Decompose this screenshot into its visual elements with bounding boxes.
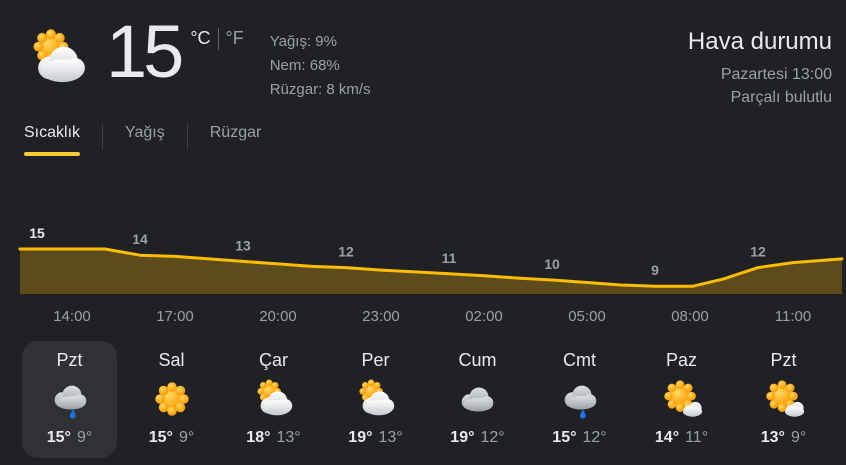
sunny-icon — [149, 376, 195, 422]
partly-cloudy-icon — [24, 24, 92, 92]
widget-header: Hava durumu Pazartesi 13:00 Parçalı bulu… — [688, 20, 832, 108]
day-name: Pzt — [770, 350, 797, 370]
day-cell-4[interactable]: Cum 19° 12° — [430, 341, 525, 458]
chart-time-label: 02:00 — [465, 308, 503, 325]
chart-value-label: 11 — [442, 250, 457, 266]
day-cell-1[interactable]: Sal 15° 9° — [124, 341, 219, 458]
chart-time-label: 14:00 — [53, 308, 91, 325]
chart-value-label: 14 — [132, 231, 148, 247]
chart-time-label: 08:00 — [671, 308, 709, 325]
chart-time-label: 23:00 — [362, 308, 400, 325]
chart-value-label: 9 — [651, 262, 659, 278]
low-temp: 12° — [480, 429, 505, 446]
low-temp: 13° — [378, 429, 403, 446]
high-temp: 14° — [654, 429, 680, 446]
rain-icon — [47, 376, 93, 422]
unit-divider — [217, 28, 219, 50]
day-name: Çar — [258, 350, 288, 370]
chart-time-label: 20:00 — [259, 308, 297, 325]
day-name: Paz — [665, 350, 698, 370]
chart-time-label: 05:00 — [568, 308, 606, 325]
current-temperature: 15 — [106, 10, 184, 93]
active-tab-underline — [24, 152, 81, 156]
rain-icon — [557, 376, 603, 422]
temperature-line — [18, 247, 844, 288]
day-name: Per — [361, 350, 390, 370]
partly-cloudy-icon — [251, 376, 297, 422]
chart-value-label: 10 — [544, 256, 560, 272]
current-condition: Parçalı bulutlu — [730, 89, 832, 106]
daily-forecast: Pzt 15° 9° Sal 15° 9° Çar 18° 13° Per 19° 13… — [0, 341, 846, 458]
day-name: Pzt — [56, 350, 83, 370]
current-conditions: 15 °C °F Yağış: 9% Nem: 68% Rüzgar: 8 km… — [0, 0, 846, 108]
tab-precipitation[interactable]: Yağış — [125, 124, 165, 141]
day-cell-3[interactable]: Per 19° 13° — [328, 341, 423, 458]
current-datetime: Pazartesi 13:00 — [720, 66, 832, 83]
low-temp: 12° — [582, 429, 607, 446]
mostly-sunny-icon — [659, 376, 705, 422]
unit-toggle: °C °F — [190, 28, 244, 50]
low-temp: 9° — [76, 429, 93, 446]
tab-wind[interactable]: Rüzgar — [209, 124, 262, 141]
celsius-button[interactable]: °C — [190, 28, 211, 48]
low-temp: 13° — [276, 429, 301, 446]
high-temp: 18° — [246, 429, 271, 446]
high-temp: 15° — [46, 429, 71, 446]
high-temp: 13° — [760, 429, 785, 446]
day-name: Sal — [158, 350, 185, 370]
wind-detail: Rüzgar: 8 km/s — [269, 81, 371, 98]
high-temp: 15° — [148, 429, 173, 446]
low-temp: 11° — [685, 429, 709, 446]
day-cell-0[interactable]: Pzt 15° 9° — [22, 341, 117, 458]
low-temp: 9° — [178, 429, 195, 446]
day-name: Cmt — [563, 350, 596, 370]
high-temp: 19° — [348, 429, 373, 446]
fahrenheit-button[interactable]: °F — [225, 28, 244, 48]
precipitation-detail: Yağış: 9% — [269, 33, 337, 50]
cloudy-icon — [455, 376, 501, 422]
high-temp: 15° — [552, 429, 577, 446]
chart-value-label: 12 — [750, 244, 766, 260]
chart-point-labels: 15 14 13 12 11 10 9 12 — [29, 225, 766, 278]
chart-time-ticks: 14:00 17:00 20:00 23:00 02:00 05:00 08:00 11:00 — [53, 308, 811, 325]
day-cell-5[interactable]: Cmt 15° 12° — [532, 341, 627, 458]
temperature-chart: 15 14 13 12 11 10 9 12 14:00 17:00 20:00 23:00 02:0… — [18, 225, 844, 325]
chart-time-label: 17:00 — [156, 308, 194, 325]
partly-cloudy-icon — [353, 376, 399, 422]
mostly-sunny-icon — [761, 376, 807, 422]
tab-divider — [186, 124, 188, 150]
page-title: Hava durumu — [687, 28, 832, 55]
day-cell-2[interactable]: Çar 18° 13° — [226, 341, 321, 458]
humidity-detail: Nem: 68% — [269, 57, 340, 74]
low-temp: 9° — [790, 429, 807, 446]
tab-divider — [102, 124, 104, 150]
chart-value-label: 12 — [338, 244, 354, 260]
tab-temperature[interactable]: Sıcaklık — [24, 124, 81, 156]
high-temp: 19° — [450, 429, 475, 446]
chart-value-label: 15 — [29, 225, 45, 241]
weather-details: Yağış: 9% Nem: 68% Rüzgar: 8 km/s — [270, 30, 371, 108]
day-cell-7[interactable]: Pzt 13° 9° — [736, 341, 831, 458]
chart-value-label: 13 — [235, 237, 251, 253]
chart-tabs: Sıcaklık Yağış Rüzgar — [24, 124, 846, 158]
chart-time-label: 11:00 — [775, 308, 811, 325]
day-name: Cum — [458, 350, 497, 370]
day-cell-6[interactable]: Paz 14° 11° — [634, 341, 729, 458]
